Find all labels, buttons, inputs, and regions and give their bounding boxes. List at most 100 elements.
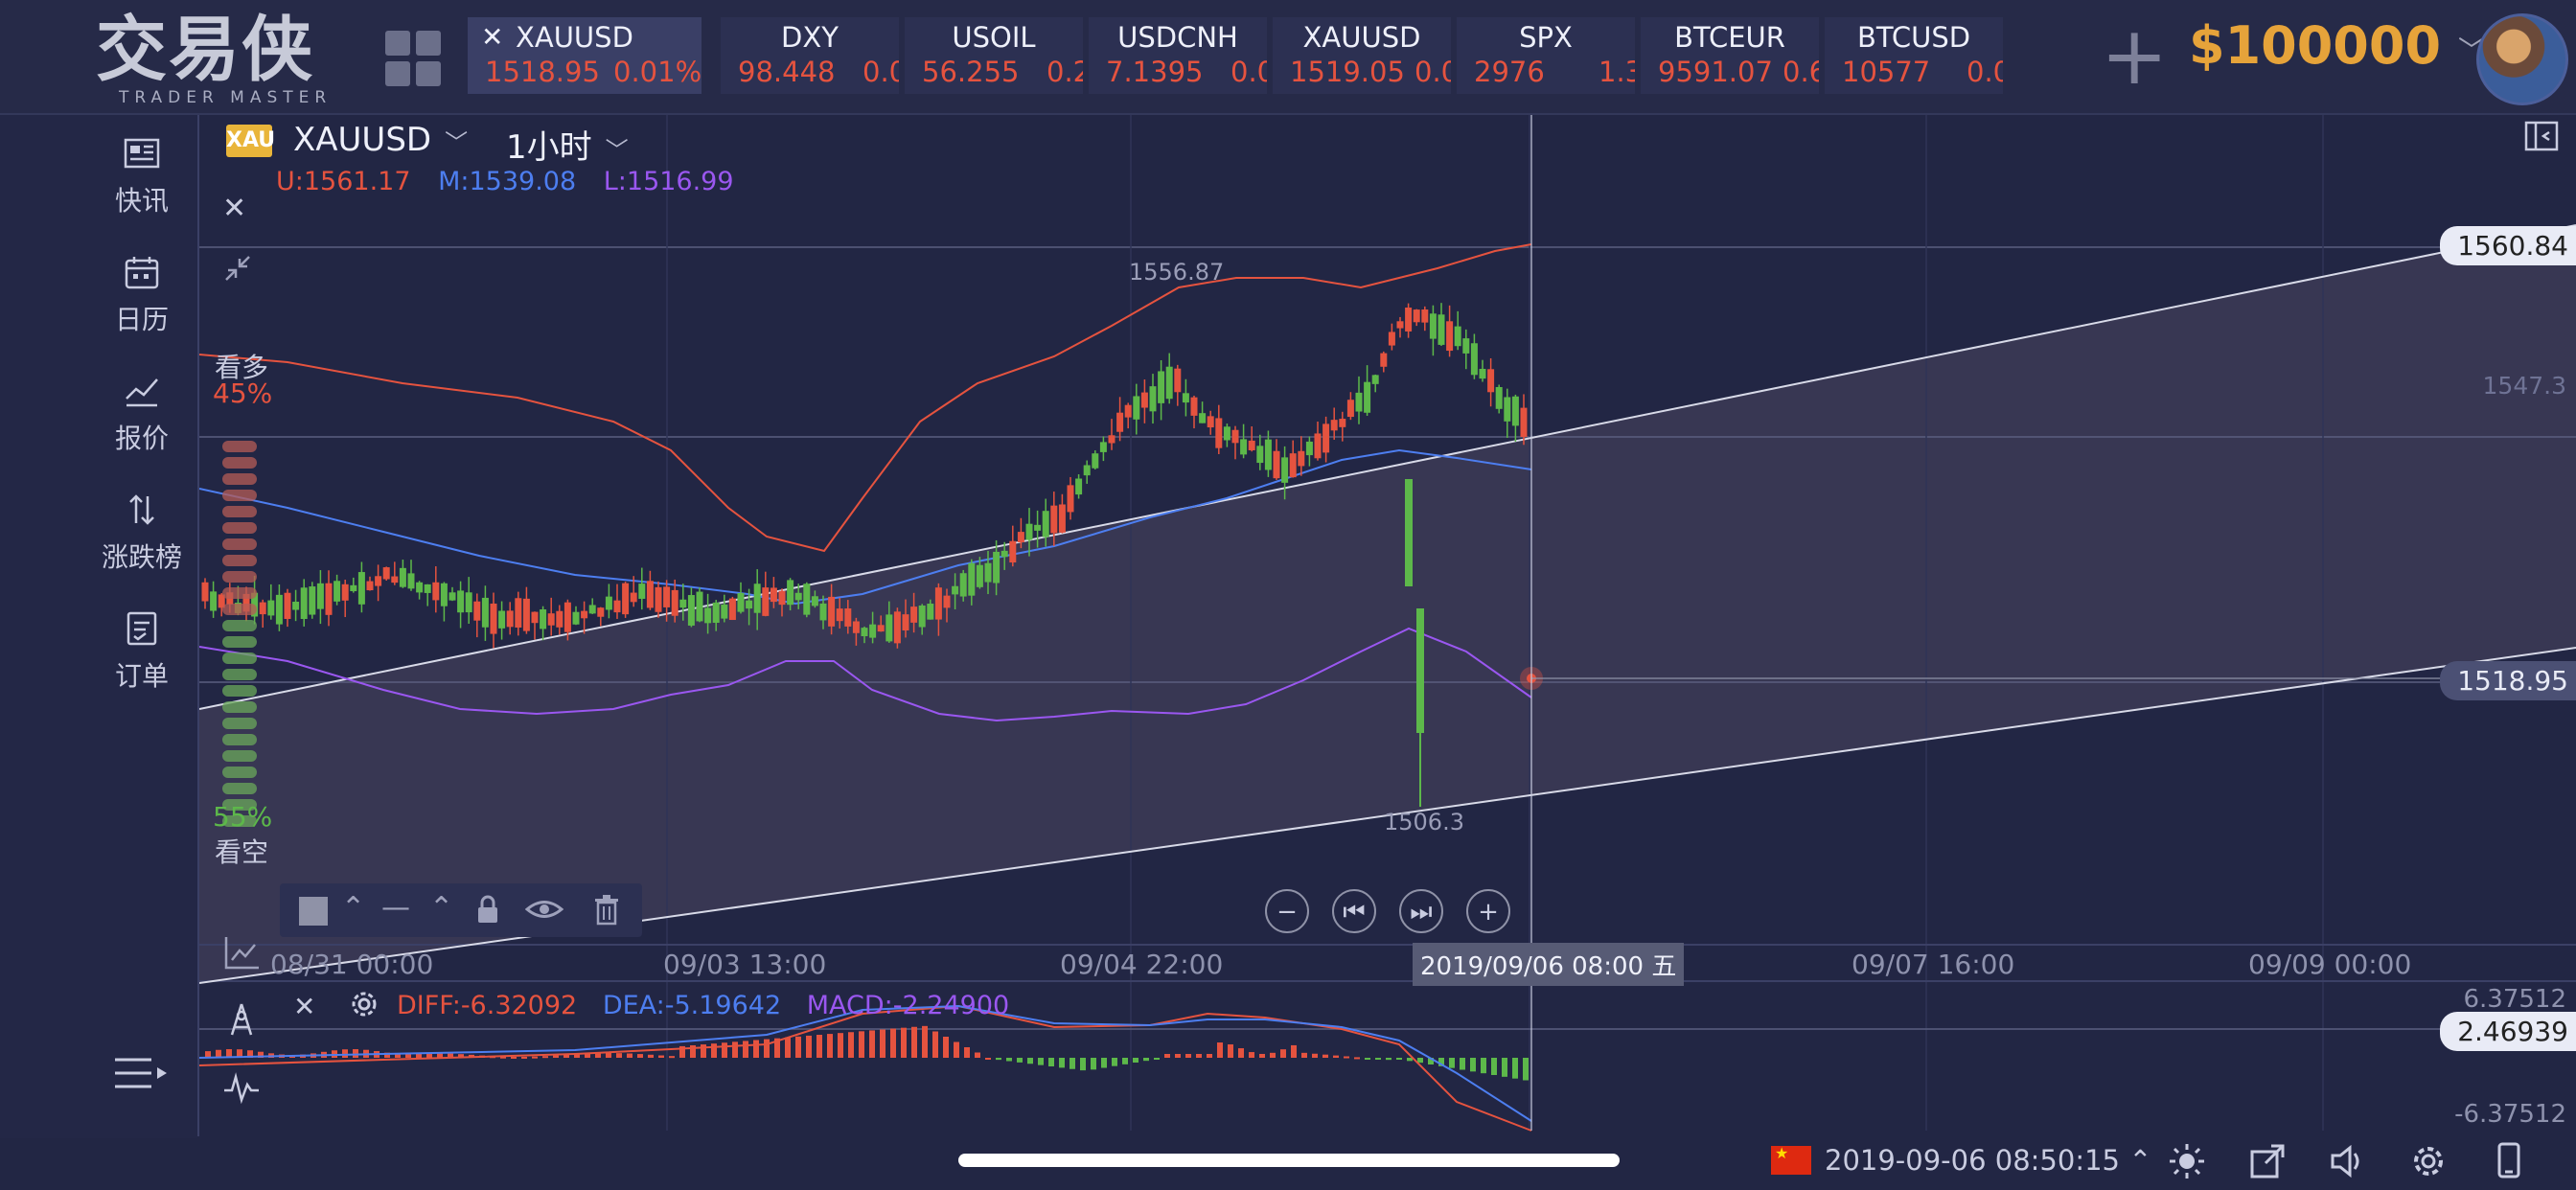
close-macd-icon[interactable]: ✕ <box>293 991 316 1022</box>
candle-body <box>399 567 406 587</box>
ticker-price: 1519.05 <box>1290 56 1405 88</box>
macd-axis-top: 6.37512 <box>2463 985 2566 1014</box>
macd-bar <box>1122 1058 1128 1064</box>
macd-bar <box>1238 1048 1244 1058</box>
ticker-price: 10577 <box>1842 56 1931 88</box>
price-chart[interactable] <box>199 115 2576 1136</box>
jump-start-button[interactable]: ⏮ <box>1332 889 1376 933</box>
candle-body <box>588 605 596 614</box>
candle-body <box>1380 353 1388 367</box>
candle-body <box>778 590 786 606</box>
indicator-icon[interactable] <box>222 1071 261 1106</box>
quote-icon <box>126 378 158 407</box>
candle-body <box>1190 397 1198 416</box>
sidebar-item-label: 报价 <box>114 423 169 454</box>
chevron-up-icon[interactable]: ⌃ <box>429 891 454 925</box>
macd-bar <box>405 1053 411 1058</box>
layout-toggle-icon[interactable] <box>2522 117 2561 155</box>
zoom-in-button[interactable]: + <box>1466 889 1510 933</box>
macd-bar <box>1312 1053 1318 1058</box>
close-icon[interactable]: ✕ <box>481 21 504 53</box>
brightness-icon[interactable] <box>2168 1142 2206 1180</box>
candle-body <box>910 606 918 623</box>
chevron-up-icon[interactable]: ⌃ <box>341 891 366 925</box>
color-swatch[interactable] <box>299 897 328 926</box>
ticker-tab[interactable]: USDCNH 7.1395 0.0 <box>1089 17 1267 94</box>
zoom-out-button[interactable]: − <box>1265 889 1309 933</box>
macd-bar <box>679 1045 685 1058</box>
macd-bar <box>806 1035 812 1058</box>
line-style-icon[interactable]: — <box>381 891 410 925</box>
candle-body <box>1339 419 1346 427</box>
macd-bar <box>711 1043 717 1058</box>
candle-body <box>704 607 712 624</box>
candle-body <box>787 580 794 606</box>
gear-icon[interactable] <box>347 987 381 1021</box>
ticker-tab[interactable]: ✕ XAUUSD 1518.95 0.01% <box>468 17 702 94</box>
chart-type-icon[interactable] <box>224 935 261 970</box>
macd-diff-line <box>199 1004 1532 1132</box>
sidebar-item-quote[interactable]: 报价 <box>77 372 207 456</box>
ticker-tab[interactable]: XAUUSD 1519.05 0.0 <box>1273 17 1451 94</box>
candle-body <box>366 581 374 591</box>
sentiment-bar <box>222 441 257 827</box>
candle-body <box>952 585 959 595</box>
candle-body <box>1215 418 1223 448</box>
macd-bar <box>532 1056 538 1059</box>
sentiment-segment <box>222 750 257 762</box>
account-balance[interactable]: $100000 ﹀ <box>2189 15 2485 92</box>
close-indicator-icon[interactable]: ✕ <box>222 192 247 225</box>
ticker-tab[interactable]: USOIL 56.255 0.2 <box>905 17 1083 94</box>
candle-body <box>886 614 893 642</box>
apps-grid-icon[interactable] <box>385 31 443 88</box>
eye-icon[interactable] <box>525 895 564 924</box>
device-icon[interactable] <box>2490 1142 2528 1180</box>
jump-end-button[interactable]: ⏭ <box>1399 889 1443 933</box>
macd-bar <box>964 1047 970 1058</box>
home-indicator[interactable] <box>958 1154 1620 1167</box>
ticker-tab[interactable]: SPX 2976 1.3 <box>1457 17 1635 94</box>
candle-body <box>1305 441 1313 456</box>
period-select[interactable]: 1小时 ﹀ <box>506 121 629 168</box>
trash-icon[interactable] <box>592 893 621 926</box>
collapse-icon[interactable] <box>222 253 253 284</box>
avatar[interactable] <box>2476 13 2568 105</box>
candle-body <box>218 594 225 608</box>
candle-body <box>1281 457 1289 483</box>
trend-line-upper <box>199 224 2576 710</box>
candle-body <box>1116 412 1124 432</box>
logo-cn: 交易侠 <box>96 9 314 91</box>
candle-body <box>687 595 695 626</box>
candle-body <box>242 593 250 612</box>
candle-body <box>918 605 926 628</box>
sidebar-item-news[interactable]: 快讯 <box>77 134 207 218</box>
settings-icon[interactable] <box>2409 1142 2448 1180</box>
sidebar-item-calendar[interactable]: 日历 <box>77 253 207 337</box>
macd-bar <box>216 1049 221 1058</box>
candle-body <box>1511 396 1519 426</box>
lock-icon[interactable] <box>473 893 502 926</box>
macd-bar <box>1228 1044 1233 1058</box>
logo-en: TRADER MASTER <box>119 88 333 107</box>
share-icon[interactable] <box>2248 1142 2287 1180</box>
candle-body <box>746 600 753 609</box>
sound-icon[interactable] <box>2329 1142 2367 1180</box>
sidebar-item-orders[interactable]: 订单 <box>77 609 207 694</box>
macd-bar <box>258 1051 264 1058</box>
macd-diff: DIFF:-6.32092 <box>397 991 578 1020</box>
add-symbol-button[interactable]: + <box>2101 9 2169 103</box>
sidebar-item-ranking[interactable]: 涨跌榜 <box>77 491 207 575</box>
symbol-select[interactable]: XAUUSD ﹀ <box>293 121 468 159</box>
menu-icon[interactable] <box>113 1054 171 1092</box>
drawing-tool-icon[interactable] <box>224 1000 259 1039</box>
macd-bar <box>1354 1057 1360 1060</box>
macd-bar <box>1175 1054 1181 1058</box>
candle-body <box>762 587 770 616</box>
ticker-tab[interactable]: BTCEUR 9591.07 0.6 <box>1641 17 1819 94</box>
app-logo: 交易侠 TRADER MASTER <box>96 11 345 107</box>
status-time[interactable]: 2019-09-06 08:50:15 ⌃ <box>1825 1144 2152 1177</box>
sentiment-segment <box>222 685 257 697</box>
ticker-tab[interactable]: DXY 98.448 0.0 <box>721 17 899 94</box>
price-axis-label-top: 1560.84 <box>2440 226 2576 265</box>
